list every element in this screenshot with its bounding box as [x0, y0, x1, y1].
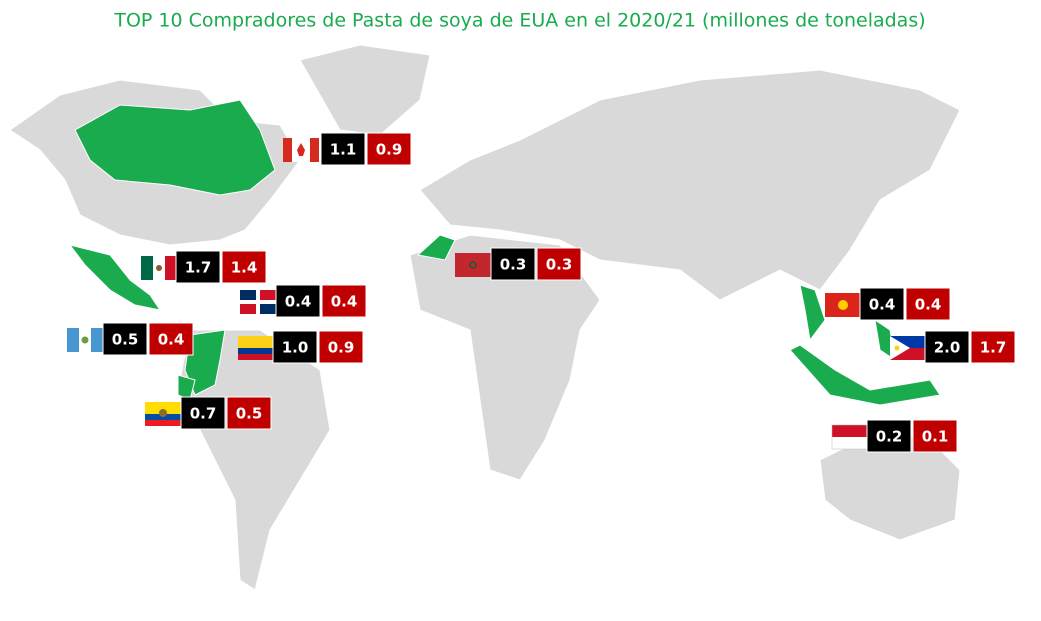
country-marker: 0.7 0.5 [145, 396, 272, 430]
flag-part [260, 290, 276, 300]
value-box [221, 250, 267, 284]
flag-part [469, 261, 477, 269]
value-box [866, 419, 912, 453]
flag-part [890, 336, 910, 360]
map-title: TOP 10 Compradores de Pasta de soya de E… [113, 10, 925, 32]
value-box [366, 132, 412, 166]
flag-part [141, 256, 153, 280]
value-box [318, 330, 364, 364]
value-label: 0.1 [922, 428, 949, 446]
flag-part [156, 265, 162, 271]
value-label: 0.4 [331, 293, 358, 311]
flag-part [81, 336, 89, 344]
flag-part [455, 253, 491, 277]
value-box [912, 419, 958, 453]
value-box [272, 330, 318, 364]
value-label: 0.2 [876, 428, 903, 446]
country-marker: 1.7 1.4 [141, 250, 267, 284]
value-label: 0.5 [112, 331, 139, 349]
value-box [226, 396, 272, 430]
flag-part [838, 300, 848, 310]
value-label: 1.4 [231, 259, 258, 277]
country-marker: 0.2 0.1 [831, 419, 958, 453]
flag-part [240, 290, 256, 300]
flag-part [832, 425, 868, 437]
value-box [148, 322, 194, 356]
flag-part [91, 328, 103, 352]
flag-part [145, 402, 181, 414]
value-label: 0.3 [500, 256, 527, 274]
country-marker: 1.1 0.9 [283, 132, 412, 166]
value-label: 0.4 [915, 296, 942, 314]
flag-part [238, 336, 274, 348]
value-box [175, 250, 221, 284]
flag-part [238, 348, 274, 354]
country-marker: 2.0 1.7 [890, 330, 1016, 364]
value-label: 2.0 [934, 339, 961, 357]
value-box [102, 322, 148, 356]
country-marker: 0.4 0.4 [240, 284, 367, 318]
value-label: 1.7 [980, 339, 1007, 357]
value-box [859, 287, 905, 321]
value-box [536, 247, 582, 281]
value-box [905, 287, 951, 321]
land [9, 44, 961, 591]
value-box [490, 247, 536, 281]
value-label: 0.4 [285, 293, 312, 311]
value-box [180, 396, 226, 430]
value-label: 0.9 [328, 339, 355, 357]
value-label: 0.4 [869, 296, 896, 314]
value-box [924, 330, 970, 364]
value-label: 0.7 [190, 405, 217, 423]
value-label: 1.1 [330, 141, 357, 159]
value-box [970, 330, 1016, 364]
value-box [321, 284, 367, 318]
flag-part [832, 437, 868, 449]
flag-part [145, 420, 181, 426]
country-marker: 0.3 0.3 [455, 247, 582, 281]
country-marker: 1.0 0.9 [238, 330, 364, 364]
flag-part [894, 345, 900, 351]
flag-part [238, 354, 274, 360]
value-box [275, 284, 321, 318]
flag-part [283, 138, 292, 162]
flag-part [260, 304, 276, 314]
flag-part [310, 138, 319, 162]
value-label: 1.7 [185, 259, 212, 277]
value-label: 0.9 [376, 141, 403, 159]
value-box [320, 132, 366, 166]
country-marker: 0.4 0.4 [825, 287, 951, 321]
value-label: 0.4 [158, 331, 185, 349]
value-label: 0.5 [236, 405, 263, 423]
flag-part [165, 256, 177, 280]
value-label: 1.0 [282, 339, 309, 357]
flag-part [159, 409, 167, 417]
flag-part [297, 143, 305, 156]
flag-part [67, 328, 79, 352]
country-marker: 0.5 0.4 [67, 322, 194, 356]
flag-part [240, 304, 256, 314]
value-label: 0.3 [546, 256, 573, 274]
